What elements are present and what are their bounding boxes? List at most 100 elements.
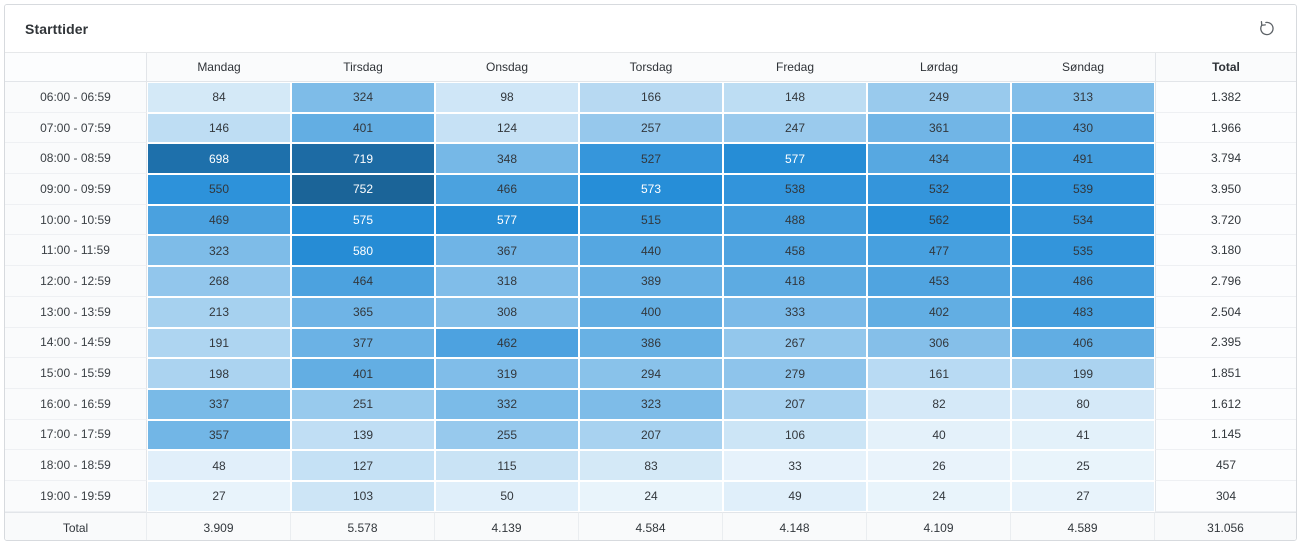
reset-icon <box>1256 19 1275 38</box>
heat-cell-onsdag-18-00: 115 <box>435 450 579 481</box>
row-total-cell: 304 <box>1155 480 1296 512</box>
heat-cell-sondag-16-00: 80 <box>1011 388 1155 420</box>
heat-cell-mandag-11-00: 323 <box>147 235 291 267</box>
row-label: 18:00 - 18:59 <box>5 450 147 481</box>
heat-cell-onsdag-09-00: 466 <box>435 174 579 205</box>
heat-cell-lordag-16-00: 82 <box>867 388 1011 420</box>
heat-cell-mandag-10-00: 469 <box>147 204 291 236</box>
heat-cell-tirsdag-11-00: 580 <box>291 235 435 267</box>
column-header-lordag: Lørdag <box>867 53 1011 82</box>
heat-cell-torsdag-09-00: 573 <box>579 174 723 205</box>
table-row-16-00: 16:00 - 16:59 337 251 332 323 207 82 80 1.612 <box>5 388 1296 420</box>
row-label: 07:00 - 07:59 <box>5 112 147 144</box>
heat-cell-onsdag-08-00: 348 <box>435 143 579 175</box>
row-total-cell: 3.180 <box>1155 235 1296 267</box>
row-total-cell: 457 <box>1155 450 1296 481</box>
table-row-13-00: 13:00 - 13:59 213 365 308 400 333 402 483 2.504 <box>5 296 1296 328</box>
heat-cell-mandag-16-00: 337 <box>147 388 291 420</box>
heat-cell-mandag-19-00: 27 <box>147 480 291 512</box>
heat-cell-sondag-19-00: 27 <box>1011 480 1155 512</box>
heat-cell-fredag-19-00: 49 <box>723 480 867 512</box>
heat-cell-sondag-13-00: 483 <box>1011 296 1155 328</box>
heat-cell-mandag-08-00: 698 <box>147 143 291 175</box>
heat-cell-sondag-07-00: 430 <box>1011 112 1155 144</box>
row-total-cell: 2.796 <box>1155 266 1296 297</box>
row-total-cell: 1.145 <box>1155 419 1296 451</box>
heat-cell-onsdag-10-00: 577 <box>435 204 579 236</box>
heat-cell-fredag-07-00: 247 <box>723 112 867 144</box>
heat-cell-torsdag-11-00: 440 <box>579 235 723 267</box>
row-label: 12:00 - 12:59 <box>5 266 147 297</box>
table-row-17-00: 17:00 - 17:59 357 139 255 207 106 40 41 1.145 <box>5 419 1296 451</box>
row-label: 08:00 - 08:59 <box>5 143 147 175</box>
heat-cell-torsdag-08-00: 527 <box>579 143 723 175</box>
heat-cell-mandag-07-00: 146 <box>147 112 291 144</box>
heat-cell-fredag-06-00: 148 <box>723 82 867 113</box>
heat-cell-tirsdag-17-00: 139 <box>291 419 435 451</box>
heat-cell-fredag-16-00: 207 <box>723 388 867 420</box>
heat-cell-sondag-06-00: 313 <box>1011 82 1155 113</box>
heat-cell-fredag-15-00: 279 <box>723 358 867 389</box>
heat-cell-torsdag-12-00: 389 <box>579 266 723 297</box>
heat-cell-torsdag-16-00: 323 <box>579 388 723 420</box>
table-row-12-00: 12:00 - 12:59 268 464 318 389 418 453 486 2.796 <box>5 266 1296 297</box>
heat-cell-sondag-10-00: 534 <box>1011 204 1155 236</box>
heat-cell-sondag-18-00: 25 <box>1011 450 1155 481</box>
heat-cell-onsdag-15-00: 319 <box>435 358 579 389</box>
heat-cell-mandag-09-00: 550 <box>147 174 291 205</box>
heat-cell-tirsdag-16-00: 251 <box>291 388 435 420</box>
heat-cell-mandag-13-00: 213 <box>147 296 291 328</box>
column-total-torsdag: 4.584 <box>579 511 723 540</box>
reset-button[interactable] <box>1252 16 1278 42</box>
heat-cell-onsdag-17-00: 255 <box>435 419 579 451</box>
heat-cell-lordag-11-00: 477 <box>867 235 1011 267</box>
total-row: Total 3.909 5.578 4.139 4.584 4.148 4.109 4.589… <box>5 511 1296 540</box>
heat-cell-tirsdag-15-00: 401 <box>291 358 435 389</box>
heat-cell-lordag-19-00: 24 <box>867 480 1011 512</box>
table-row-08-00: 08:00 - 08:59 698 719 348 527 577 434 491 3.794 <box>5 143 1296 175</box>
row-label: 11:00 - 11:59 <box>5 235 147 267</box>
heat-cell-torsdag-18-00: 83 <box>579 450 723 481</box>
heat-cell-tirsdag-06-00: 324 <box>291 82 435 113</box>
heat-cell-lordag-17-00: 40 <box>867 419 1011 451</box>
heat-cell-lordag-10-00: 562 <box>867 204 1011 236</box>
heat-cell-mandag-12-00: 268 <box>147 266 291 297</box>
row-label: 16:00 - 16:59 <box>5 388 147 420</box>
column-header-tirsdag: Tirsdag <box>291 53 435 82</box>
table-row-07-00: 07:00 - 07:59 146 401 124 257 247 361 430 1.966 <box>5 112 1296 144</box>
total-row-label: Total <box>5 511 147 540</box>
heat-cell-onsdag-16-00: 332 <box>435 388 579 420</box>
heat-cell-lordag-07-00: 361 <box>867 112 1011 144</box>
heat-cell-fredag-14-00: 267 <box>723 327 867 359</box>
row-total-cell: 1.851 <box>1155 358 1296 389</box>
row-label: 10:00 - 10:59 <box>5 204 147 236</box>
table-row-18-00: 18:00 - 18:59 48 127 115 83 33 26 25 457 <box>5 450 1296 481</box>
heat-cell-mandag-06-00: 84 <box>147 82 291 113</box>
heat-cell-torsdag-17-00: 207 <box>579 419 723 451</box>
heat-cell-fredag-09-00: 538 <box>723 174 867 205</box>
corner-cell <box>5 53 147 82</box>
row-total-cell: 3.720 <box>1155 204 1296 236</box>
column-header-torsdag: Torsdag <box>579 53 723 82</box>
heat-cell-sondag-11-00: 535 <box>1011 235 1155 267</box>
heat-cell-tirsdag-08-00: 719 <box>291 143 435 175</box>
row-label: 09:00 - 09:59 <box>5 174 147 205</box>
heat-cell-tirsdag-18-00: 127 <box>291 450 435 481</box>
heat-cell-onsdag-07-00: 124 <box>435 112 579 144</box>
heat-cell-lordag-15-00: 161 <box>867 358 1011 389</box>
column-total-onsdag: 4.139 <box>435 511 579 540</box>
heat-cell-tirsdag-09-00: 752 <box>291 174 435 205</box>
heatmap-header-row: Mandag Tirsdag Onsdag Torsdag Fredag Lørdag Sø… <box>5 53 1296 82</box>
heat-cell-torsdag-07-00: 257 <box>579 112 723 144</box>
heat-cell-torsdag-15-00: 294 <box>579 358 723 389</box>
heat-cell-mandag-14-00: 191 <box>147 327 291 359</box>
column-header-total: Total <box>1155 53 1296 82</box>
heat-cell-fredag-17-00: 106 <box>723 419 867 451</box>
heat-cell-onsdag-11-00: 367 <box>435 235 579 267</box>
heatmap-footer-row: Total 3.909 5.578 4.139 4.584 4.148 4.109 4.589… <box>5 511 1296 540</box>
card-header: Starttider <box>5 5 1296 53</box>
heat-cell-tirsdag-13-00: 365 <box>291 296 435 328</box>
row-total-cell: 1.612 <box>1155 388 1296 420</box>
row-total-cell: 1.966 <box>1155 112 1296 144</box>
row-total-cell: 2.504 <box>1155 296 1296 328</box>
